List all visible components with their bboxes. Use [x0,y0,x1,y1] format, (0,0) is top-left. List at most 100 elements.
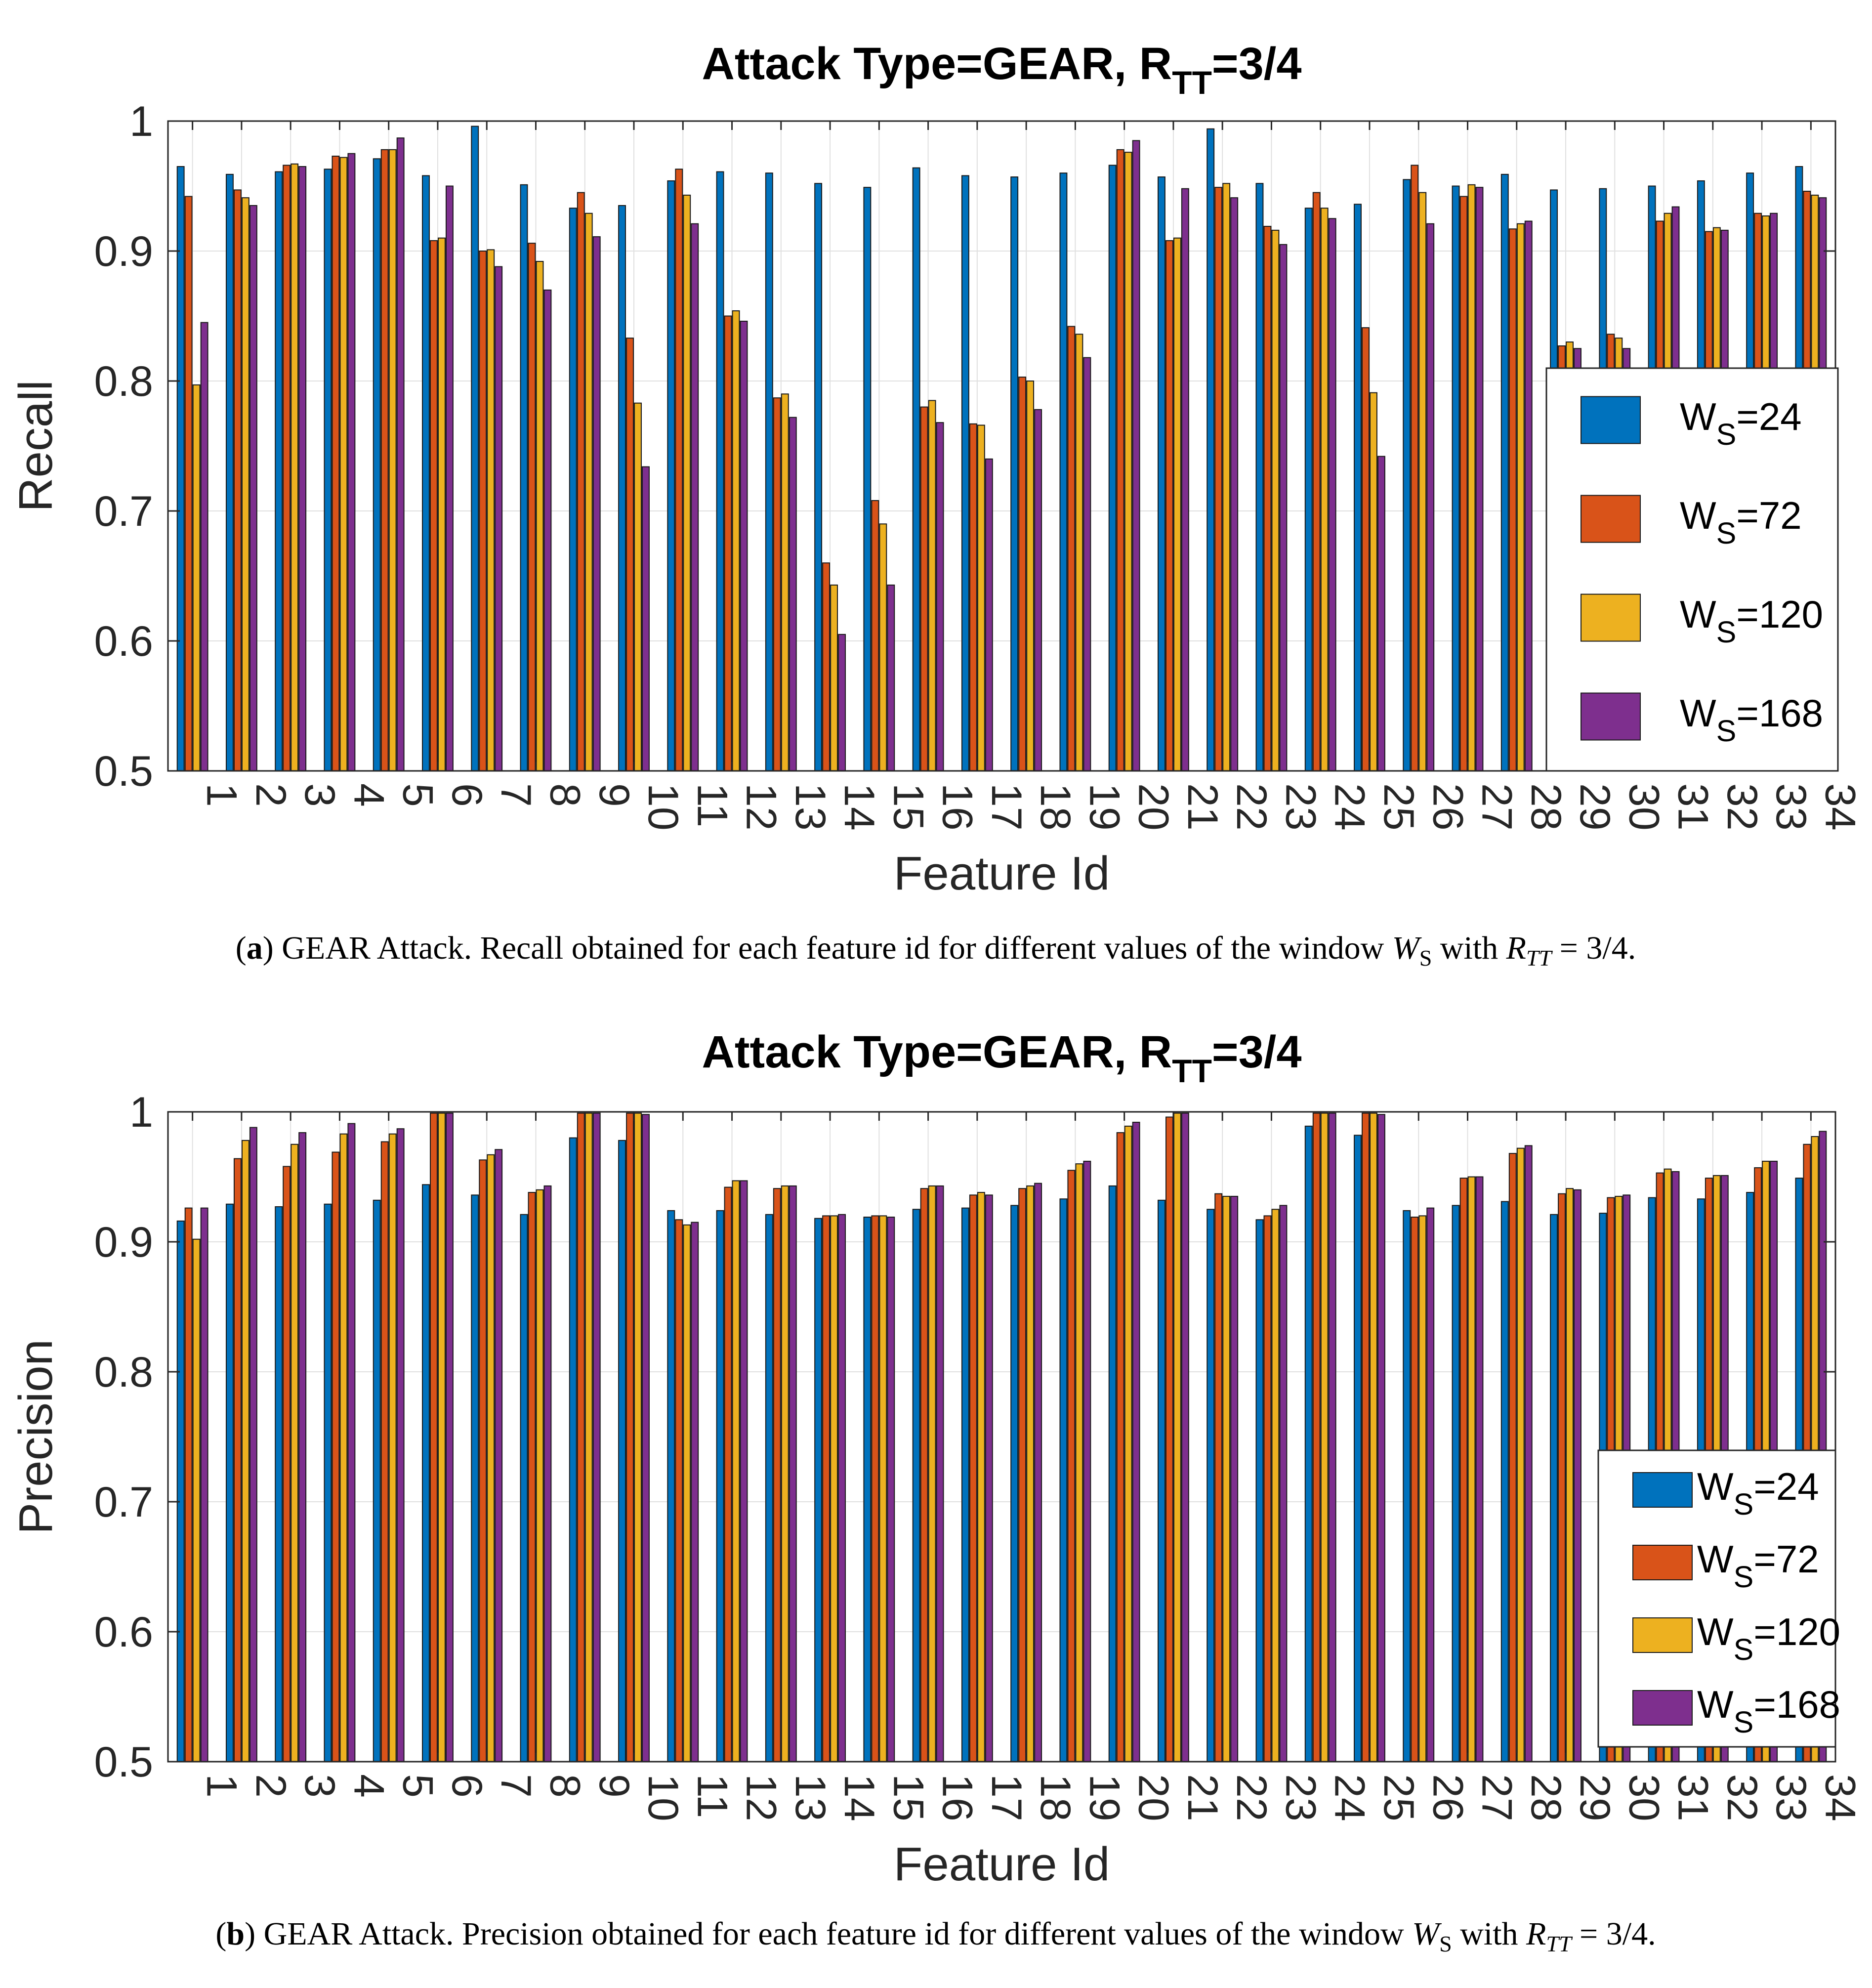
bar [543,1185,552,1762]
bar [871,1215,879,1762]
bar [1230,1195,1239,1762]
bar [765,1214,773,1762]
bar [765,172,773,772]
bar [536,261,544,771]
bar [1214,187,1223,771]
x-tick-label: 12 [738,783,785,831]
bar [388,149,397,771]
bar [373,158,381,771]
x-tick-label: 22 [1228,1774,1275,1821]
x-tick-label: 31 [1669,783,1717,831]
bar [291,163,299,771]
bar [225,173,234,772]
bar [740,321,748,771]
y-tick-label: 0.8 [94,1349,153,1396]
bar [1165,240,1173,772]
y-tick-label: 0.9 [94,1219,153,1266]
bar [249,1127,257,1762]
x-tick-label: 16 [934,1774,981,1821]
chart-title: Attack Type=GEAR, RTT=3/4 [702,1027,1301,1089]
bar [928,1185,936,1762]
bar [789,1185,797,1762]
x-tick-label: 5 [394,1774,442,1798]
y-tick-label: 0.7 [94,488,153,535]
bar [1304,208,1313,772]
bar [822,562,831,771]
bar [495,1149,503,1762]
x-tick-label: 18 [1032,1774,1079,1821]
bar [298,166,307,771]
bar [1075,334,1083,771]
bar [1255,183,1264,771]
legend: WS=24 WS=72 WS=120 WS=168 [1597,1449,1840,1748]
x-tick-label: 25 [1375,1774,1422,1821]
x-tick-label: 11 [688,1774,736,1818]
bar [1403,179,1411,772]
bar [275,1206,283,1762]
bar [887,1217,895,1762]
bar [324,169,332,771]
bar [1508,228,1517,771]
caption-text: (a) GEAR Attack. Recall obtained for eac… [236,930,1636,971]
bar [380,149,389,771]
bar [233,189,242,771]
bar [1354,204,1362,772]
bar [1312,192,1321,771]
bar [1165,1116,1173,1762]
bar [1067,1170,1076,1763]
x-tick-label: 1 [198,1774,246,1798]
bar [1320,208,1329,772]
legend-swatch [1581,593,1641,642]
bar [225,1203,234,1762]
bar [936,1185,944,1762]
bar [438,1112,446,1762]
x-tick-label: 8 [541,783,588,807]
x-tick-label: 2 [247,783,294,807]
bar [887,584,895,772]
y-tick-label: 0.5 [94,1738,153,1786]
bar [396,1128,405,1762]
x-tick-label: 24 [1326,1774,1373,1821]
bar [618,205,626,772]
x-tick-label: 31 [1669,1774,1717,1821]
bar [1524,1145,1533,1762]
x-tick-label: 34 [1816,783,1864,831]
x-tick-labels: 1 2 3 4 5 6 7 8 9 10 11 12 13 14 15 16 17 18 19 20 21 22 23 24 2… [198,1774,1864,1821]
bar [732,310,740,771]
bar [1328,218,1336,771]
y-tick-label: 0.8 [94,358,153,405]
x-tick-label: 16 [934,783,981,831]
bar [373,1199,381,1763]
bar [724,315,732,771]
x-tick-labels: 1 2 3 4 5 6 7 8 9 10 11 12 13 14 15 16 17 18 19 20 21 22 23 24 2… [198,783,1864,831]
bar [1263,226,1272,771]
bar [324,1203,332,1762]
bar [445,1112,454,1762]
y-tick-label: 0.9 [94,228,153,275]
bar [487,1154,495,1762]
bar [1010,176,1019,772]
bar [634,402,642,771]
bar [1083,357,1091,771]
x-tick-label: 4 [345,1774,392,1798]
bar [584,1112,593,1762]
bar [438,237,446,772]
bar [592,236,601,772]
bar [422,1184,430,1762]
legend-label: WS=168 [1680,691,1823,748]
legend-label: WS=168 [1697,1683,1840,1739]
bar [1328,1112,1336,1762]
x-tick-label: 28 [1522,783,1570,831]
bar [1230,197,1239,771]
bar [1158,176,1165,772]
bar [200,322,208,771]
x-tick-label: 23 [1277,783,1324,831]
x-tick-label: 5 [394,783,442,807]
y-tick-labels: 0.5 0.6 0.7 0.8 0.9 1 [94,98,153,795]
bar [1362,1112,1370,1762]
legend-swatch [1632,1617,1693,1653]
bar [838,634,846,771]
bar [912,167,920,771]
bar [1362,327,1370,771]
bar [422,175,430,772]
